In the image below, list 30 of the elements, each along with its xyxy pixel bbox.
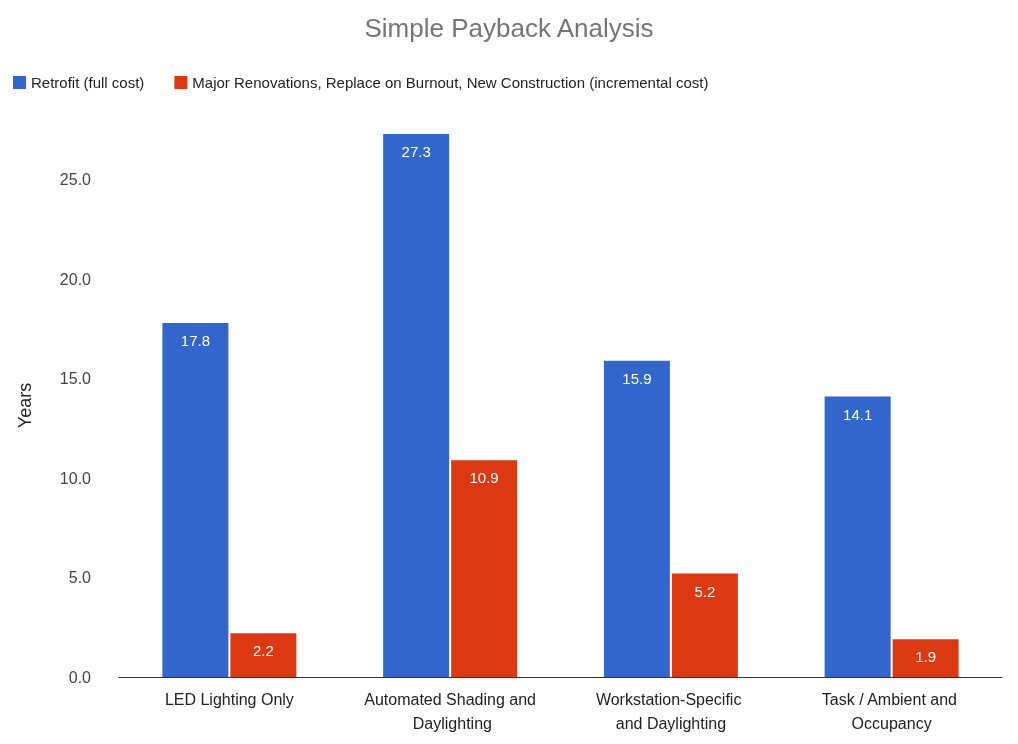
y-tick-label: 20.0 [59,270,92,288]
data-label: 1.9 [915,648,937,666]
bar [824,396,891,677]
y-tick-label: 0.0 [68,668,92,686]
bar [162,322,229,677]
y-tick-label: 15.0 [59,370,92,388]
bar [383,134,450,677]
data-label: 14.1 [843,405,873,423]
y-tick-label: 5.0 [68,569,92,587]
bar [892,639,959,677]
y-axis-title: Years [15,382,35,429]
x-tick-label: LED Lighting Only [164,690,294,708]
legend-label: Retrofit (full cost) [31,74,145,91]
data-label: 5.2 [694,582,716,600]
bar [451,460,518,677]
data-label: 2.2 [252,642,274,660]
legend-label: Major Renovations, Replace on Burnout, New Construction (incremental cost) [192,74,709,91]
x-tick-label: Automated Shading and Daylighting [364,690,536,732]
x-tick-label: Task / Ambient and Occupancy [821,690,962,732]
bar [671,573,738,677]
data-label: 10.9 [469,469,499,487]
data-label: 17.8 [180,331,210,349]
chart-title: Simple Payback Analysis [364,13,654,43]
data-label: 27.3 [401,143,431,160]
x-tick-label: Workstation-Specific and Daylighting [595,690,746,732]
bar [230,633,297,677]
bar [603,360,670,677]
y-tick-label: 25.0 [59,171,92,189]
y-tick-label: 10.0 [59,469,92,487]
data-label: 15.9 [622,369,652,387]
